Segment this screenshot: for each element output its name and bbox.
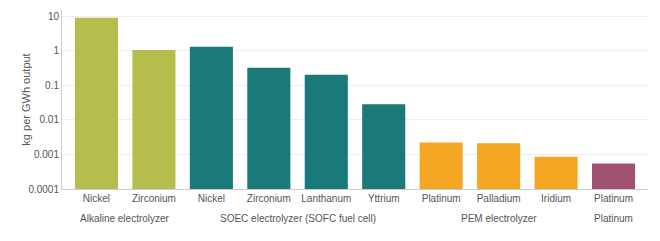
- svg-text:Zirconium: Zirconium: [132, 193, 176, 204]
- svg-text:kg per GWh output: kg per GWh output: [20, 53, 32, 145]
- svg-text:Nickel: Nickel: [198, 193, 225, 204]
- svg-text:10: 10: [48, 11, 60, 22]
- svg-text:SOEC electrolyzer (SOFC fuel c: SOEC electrolyzer (SOFC fuel cell): [220, 213, 376, 224]
- svg-text:Alkaline electrolyzer: Alkaline electrolyzer: [80, 213, 170, 224]
- svg-text:Lanthanum: Lanthanum: [301, 193, 351, 204]
- svg-text:Yttrium: Yttrium: [368, 193, 400, 204]
- svg-text:0.001: 0.001: [34, 149, 59, 160]
- svg-text:Platinum: Platinum: [422, 193, 461, 204]
- svg-text:1: 1: [53, 45, 59, 56]
- svg-text:0.1: 0.1: [45, 80, 59, 91]
- svg-text:Zirconium: Zirconium: [247, 193, 291, 204]
- svg-text:Platinum: Platinum: [594, 193, 633, 204]
- svg-text:0.01: 0.01: [40, 114, 60, 125]
- svg-text:0.0001: 0.0001: [28, 184, 59, 195]
- svg-text:Nickel: Nickel: [83, 193, 110, 204]
- svg-text:PEM electrolyzer: PEM electrolyzer: [461, 213, 537, 224]
- svg-text:Palladium: Palladium: [477, 193, 521, 204]
- svg-text:Iridium: Iridium: [541, 193, 571, 204]
- svg-text:Platinum: Platinum: [594, 213, 633, 224]
